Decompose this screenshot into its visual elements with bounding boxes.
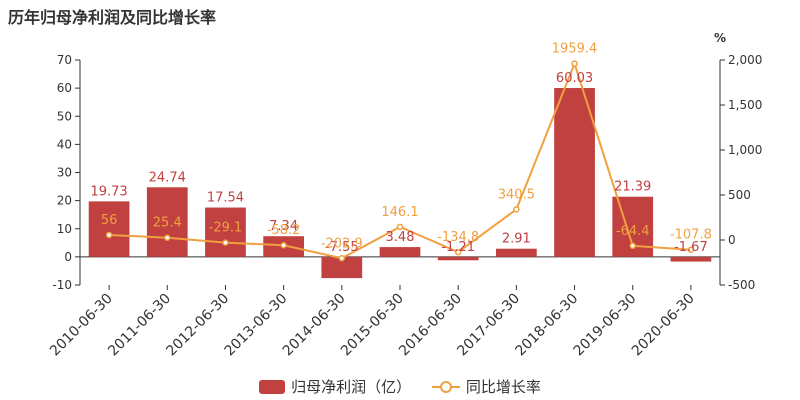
y-left-tick-label: 40 — [57, 137, 72, 151]
bar — [554, 88, 595, 257]
x-tick-label: 2020-06-30 — [629, 291, 698, 360]
growth-rate-label: 25.4 — [153, 216, 182, 231]
bar-value-label: 7.34 — [269, 219, 298, 234]
bar — [146, 187, 188, 257]
y-left-tick-label: 20 — [57, 194, 72, 208]
y-right-tick-label: 1,000 — [728, 143, 762, 157]
y-left-tick-label: 70 — [57, 53, 72, 67]
growth-rate-label: 56 — [101, 213, 118, 228]
growth-rate-label: 1959.4 — [552, 42, 598, 57]
growth-rate-point — [687, 246, 695, 253]
growth-rate-point — [571, 60, 578, 67]
legend-item-line[interactable]: 同比增长率 — [431, 376, 541, 397]
bar — [379, 247, 421, 257]
legend-bar-label: 归母净利润（亿） — [291, 378, 412, 396]
y-right-tick-label: -500 — [728, 278, 755, 292]
bar-value-label: 2.91 — [502, 232, 531, 247]
growth-rate-point — [164, 234, 171, 241]
growth-rate-point — [513, 206, 520, 213]
bar — [670, 256, 712, 262]
bar-value-label: -7.55 — [325, 240, 359, 255]
growth-rate-point — [222, 239, 229, 246]
growth-rate-point — [454, 248, 462, 256]
legend-item-bar[interactable]: 归母净利润（亿） — [259, 376, 411, 397]
growth-rate-point — [629, 242, 636, 250]
y-left-tick-label: 10 — [57, 222, 72, 236]
bar — [88, 201, 130, 257]
y-left-tick-label: -10 — [52, 278, 72, 292]
bar-value-label: -1.21 — [441, 240, 475, 255]
bar-value-label: -1.67 — [674, 240, 708, 255]
bar-value-label: 21.39 — [614, 180, 651, 195]
growth-rate-label: -134.8 — [437, 230, 479, 245]
bar-value-label: 60.03 — [556, 71, 593, 86]
growth-rate-label: -29.1 — [209, 221, 243, 236]
bar — [321, 256, 363, 279]
growth-rate-label: 146.1 — [381, 205, 418, 220]
bar — [205, 207, 246, 257]
bar-value-label: 19.73 — [90, 184, 127, 199]
y-right-unit-label: % — [714, 31, 726, 45]
bar — [496, 248, 537, 257]
growth-rate-point — [105, 231, 113, 239]
growth-rate-label: -202.9 — [321, 236, 363, 251]
y-left-tick-label: 60 — [57, 81, 72, 95]
chart-title: 历年归母净利润及同比增长率 — [8, 8, 217, 27]
y-right-tick-label: 0 — [728, 233, 736, 247]
legend-bar-swatch — [259, 379, 286, 394]
growth-rate-label: -58.2 — [267, 223, 301, 238]
growth-rate-point — [280, 241, 287, 249]
y-right-tick-label: 1,500 — [728, 98, 762, 112]
legend-line-label: 同比增长率 — [465, 378, 541, 396]
growth-rate-label: 340.5 — [498, 187, 535, 202]
y-right-tick-label: 500 — [728, 188, 751, 202]
bar-value-label: 3.48 — [386, 230, 415, 245]
bar-value-label: 24.74 — [149, 170, 186, 185]
bar — [437, 256, 479, 261]
growth-rate-point — [338, 255, 346, 262]
legend-line-swatch — [431, 380, 460, 394]
y-left-tick-label: 0 — [64, 250, 72, 264]
growth-rate-label: -64.4 — [616, 224, 650, 239]
y-left-tick-label: 50 — [57, 109, 72, 123]
growth-rate-point — [396, 223, 404, 231]
growth-rate-label: -107.8 — [670, 228, 712, 243]
legend: 归母净利润（亿） 同比增长率 — [0, 376, 800, 396]
bar-value-label: 17.54 — [207, 191, 244, 206]
y-right-tick-label: 2,000 — [728, 53, 762, 67]
y-left-tick-label: 30 — [57, 166, 72, 180]
